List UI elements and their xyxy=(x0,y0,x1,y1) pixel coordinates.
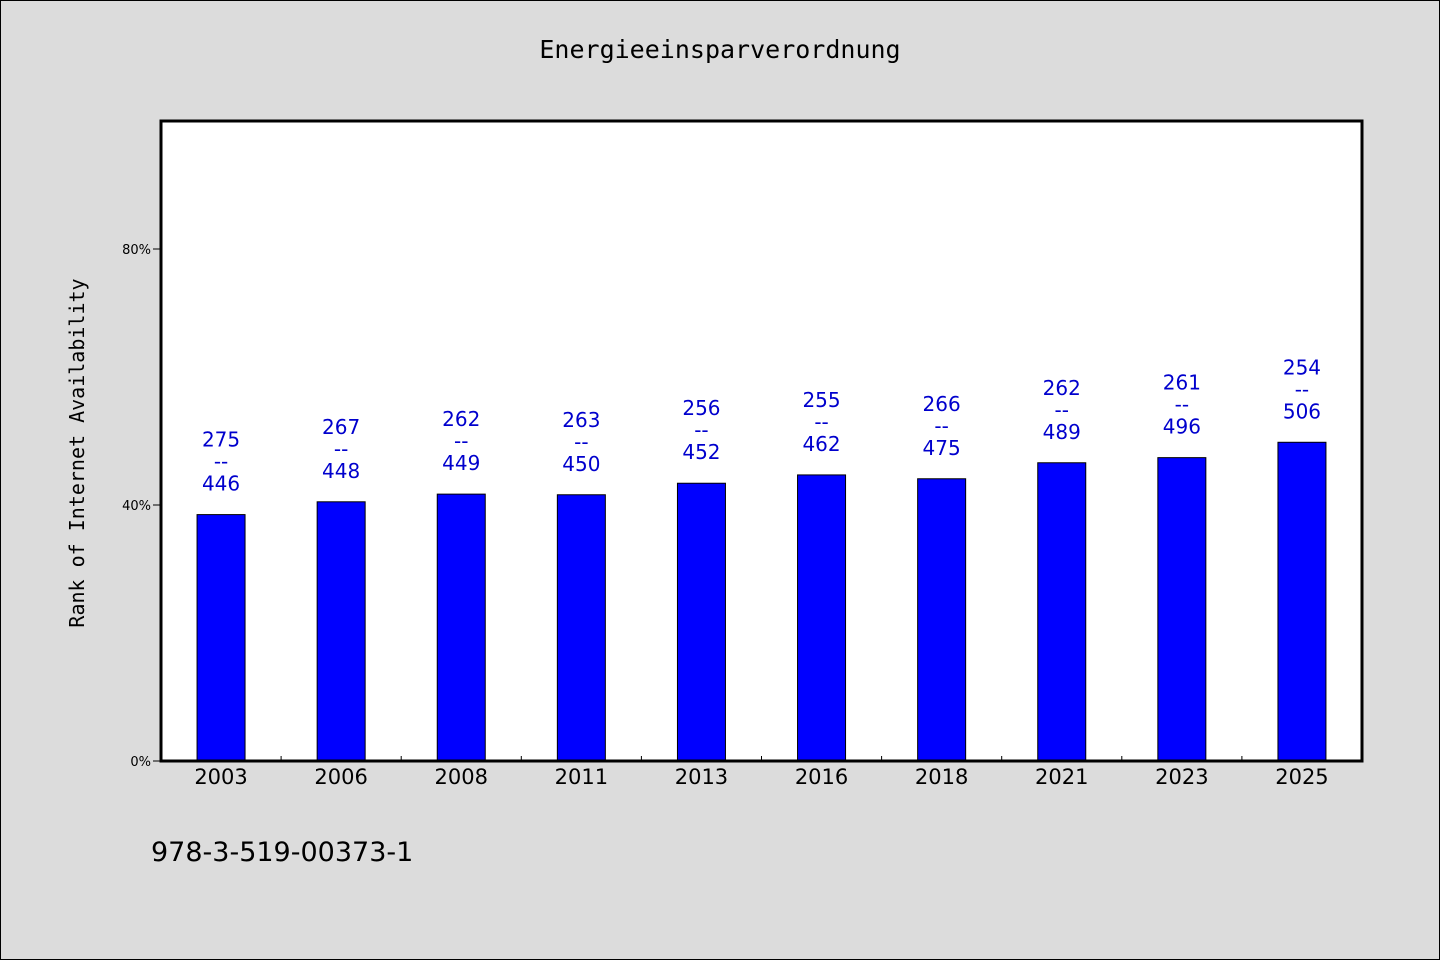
bar-2003 xyxy=(196,514,246,762)
x-tick-label: 2016 xyxy=(795,765,848,789)
data-label-bottom: 449 xyxy=(442,451,480,475)
data-label-top: 263 xyxy=(562,408,600,432)
x-tick-label: 2013 xyxy=(675,765,728,789)
data-label-top: 254 xyxy=(1283,355,1321,379)
y-tick-label: 40% xyxy=(122,499,151,514)
y-tick-label: 80% xyxy=(122,243,151,258)
footer-code: 978-3-519-00373-1 xyxy=(151,837,414,868)
data-label-top: 261 xyxy=(1163,371,1201,395)
data-label-separator: -- xyxy=(1295,377,1309,401)
data-label-bottom: 489 xyxy=(1043,420,1081,444)
plot-frame xyxy=(159,119,1364,763)
bar-2025 xyxy=(1277,441,1327,762)
data-label-bottom: 496 xyxy=(1163,415,1201,439)
data-label-top: 275 xyxy=(202,428,240,452)
x-tick-label: 2011 xyxy=(555,765,608,789)
data-label-bottom: 446 xyxy=(202,472,240,496)
data-label-bottom: 475 xyxy=(923,436,961,460)
x-tick-label: 2021 xyxy=(1035,765,1088,789)
data-label-separator: -- xyxy=(1175,393,1189,417)
x-tick-label: 2008 xyxy=(435,765,488,789)
data-label-separator: -- xyxy=(1055,398,1069,422)
bar-2011 xyxy=(556,494,606,762)
y-tick-label: 0% xyxy=(130,755,151,770)
bar-2016 xyxy=(797,474,847,762)
data-label-bottom: 450 xyxy=(562,452,600,476)
data-label-separator: -- xyxy=(454,429,468,453)
x-tick-label: 2006 xyxy=(314,765,367,789)
data-label-separator: -- xyxy=(574,430,588,454)
data-label-top: 266 xyxy=(923,392,961,416)
x-tick-label: 2003 xyxy=(194,765,247,789)
data-label-bottom: 462 xyxy=(802,432,840,456)
data-label-top: 262 xyxy=(1043,376,1081,400)
data-label-bottom: 448 xyxy=(322,459,360,483)
data-label-top: 262 xyxy=(442,407,480,431)
data-label-separator: -- xyxy=(214,450,228,474)
x-tick-label: 2025 xyxy=(1275,765,1328,789)
data-label-top: 256 xyxy=(682,396,720,420)
data-label-bottom: 452 xyxy=(682,440,720,464)
data-label-separator: -- xyxy=(814,410,828,434)
x-tick-label: 2023 xyxy=(1155,765,1208,789)
data-label-separator: -- xyxy=(934,414,948,438)
data-label-top: 255 xyxy=(802,388,840,412)
bar-2013 xyxy=(676,482,726,762)
bar-2023 xyxy=(1157,457,1207,762)
data-label-separator: -- xyxy=(694,418,708,442)
data-label-top: 267 xyxy=(322,415,360,439)
data-label-separator: -- xyxy=(334,437,348,461)
bar-2021 xyxy=(1037,462,1087,762)
x-tick-label: 2018 xyxy=(915,765,968,789)
chart-title: Energieeinsparverordnung xyxy=(539,35,901,64)
bar-2008 xyxy=(436,493,486,762)
bar-2006 xyxy=(316,501,366,762)
bar-2018 xyxy=(917,478,967,762)
data-label-bottom: 506 xyxy=(1283,399,1321,423)
